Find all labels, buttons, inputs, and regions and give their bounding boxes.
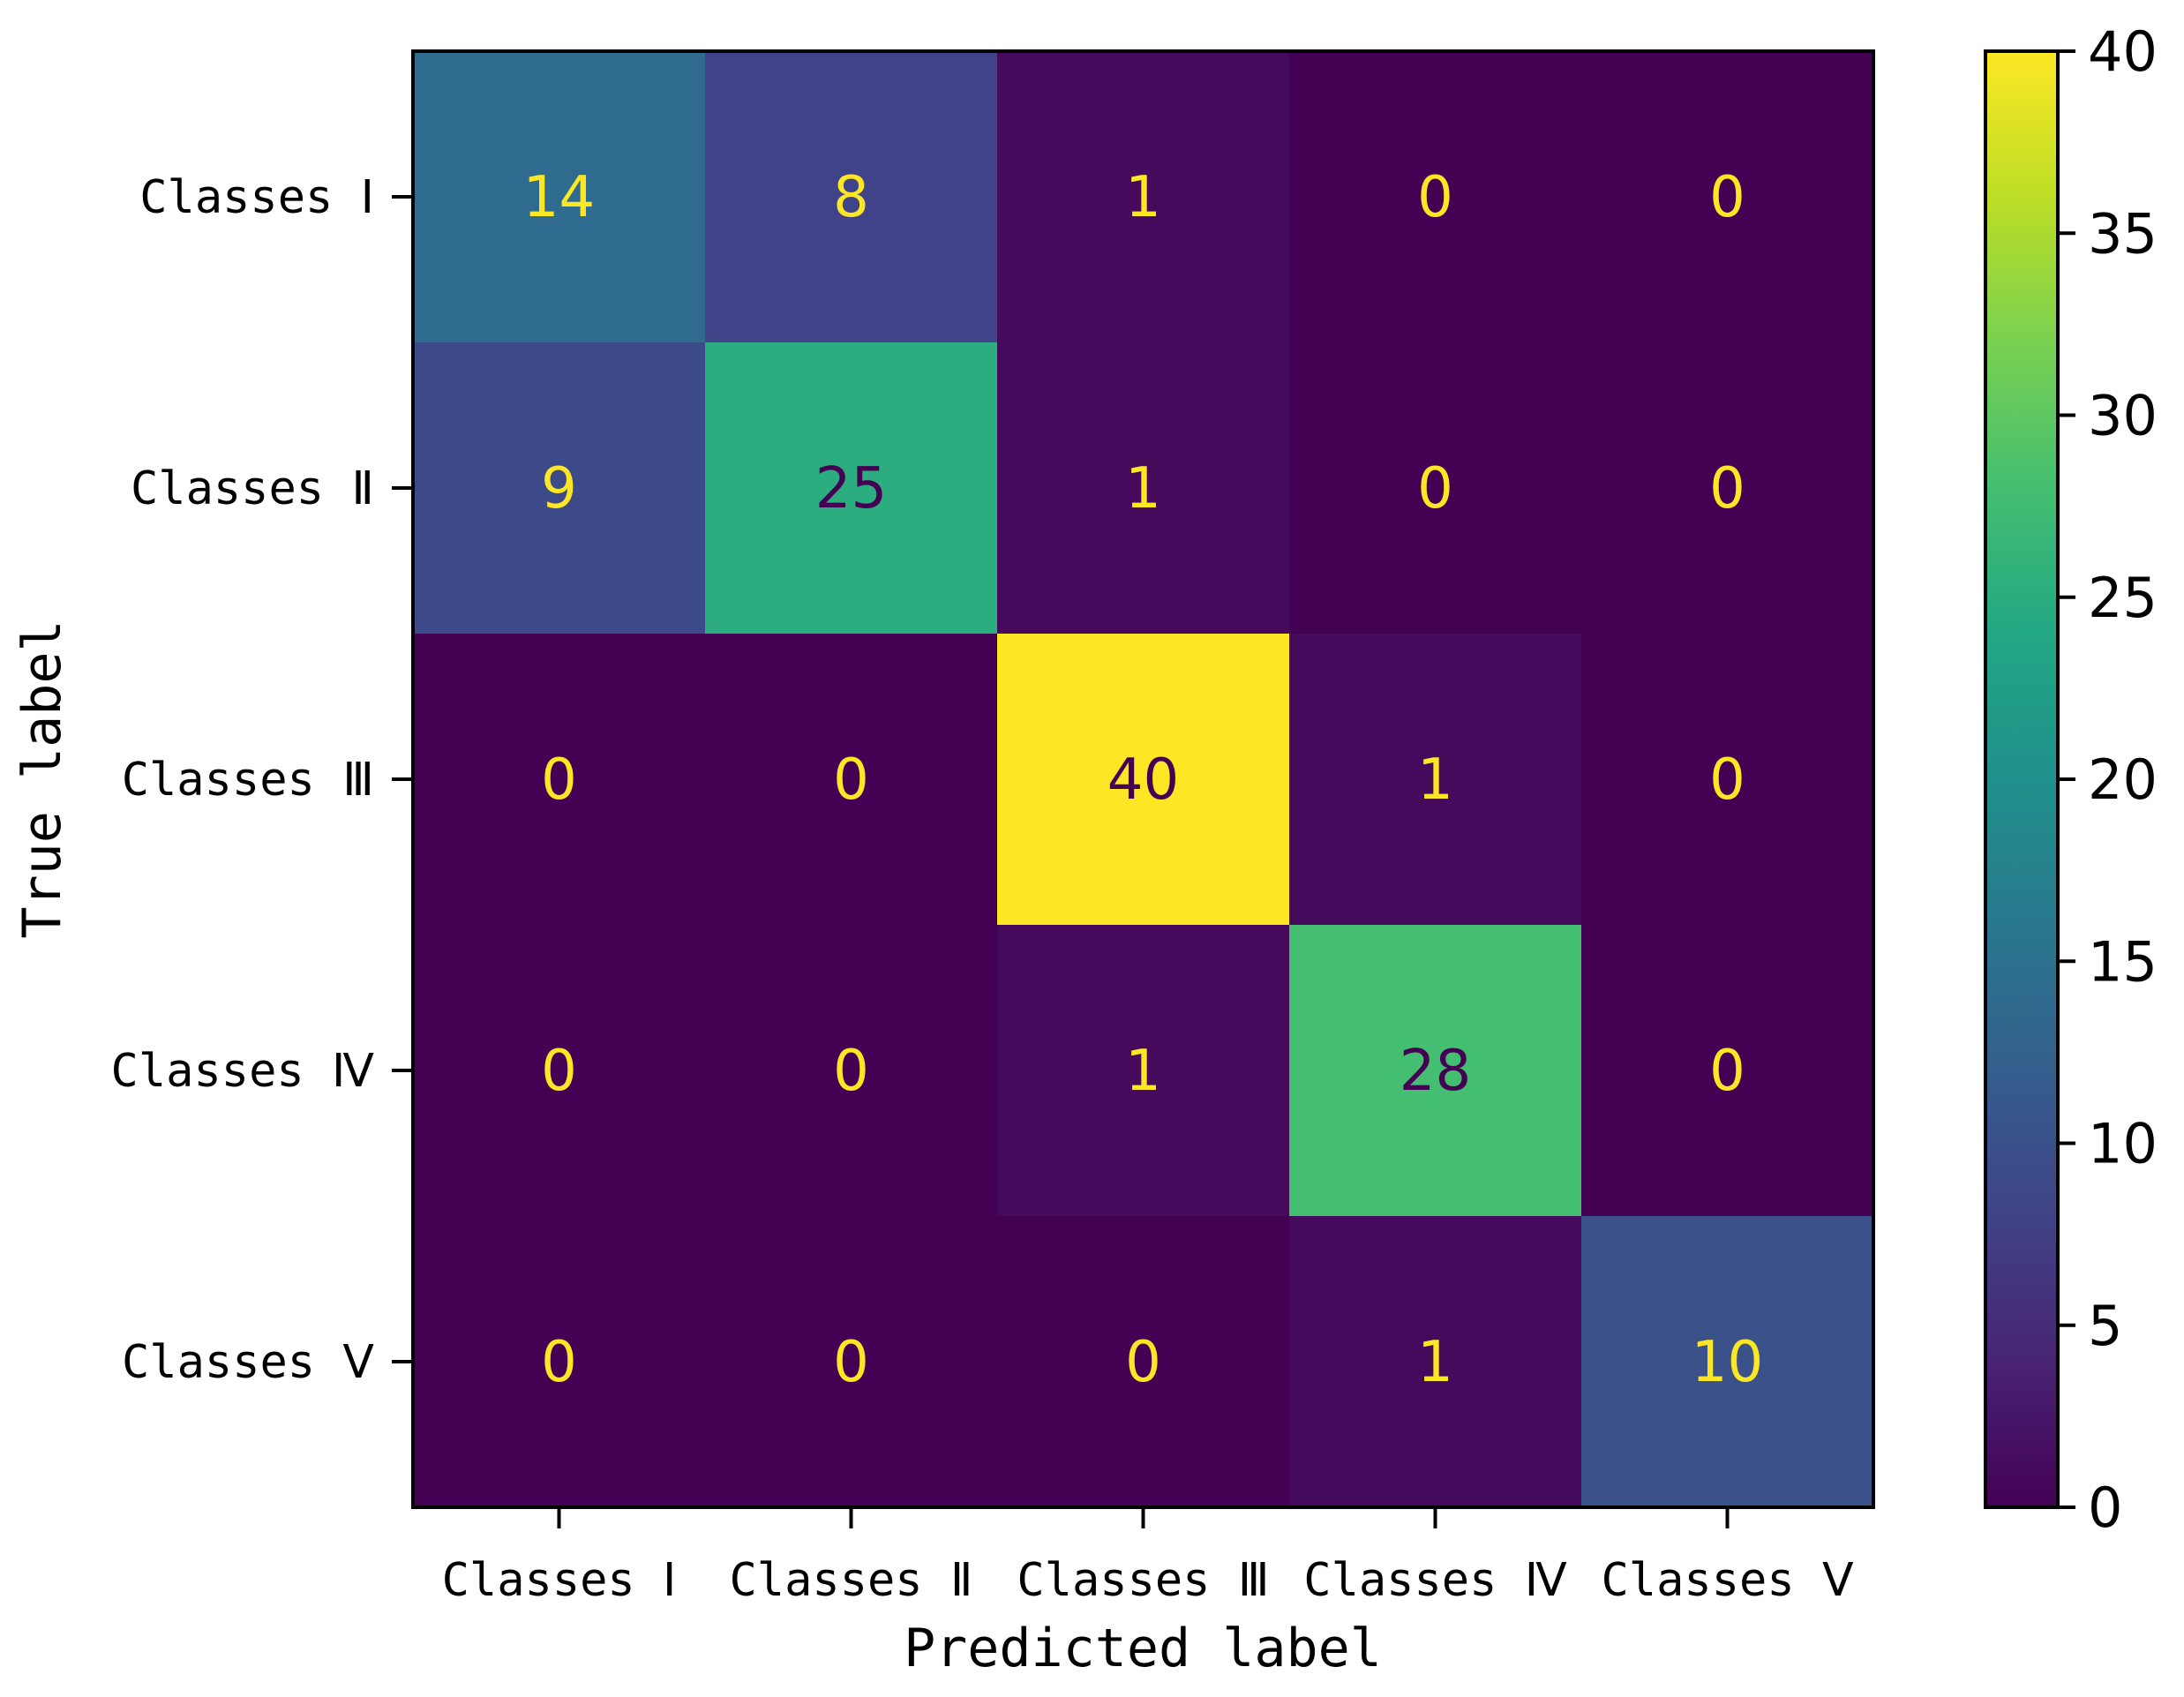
- y-tick-label: Classes Ⅲ: [122, 754, 374, 807]
- heatmap-cell: [1581, 342, 1874, 634]
- x-tick-label: Classes Ⅳ: [1303, 1554, 1566, 1607]
- heatmap-cell: [705, 51, 998, 343]
- y-tick-label: Classes Ⅱ: [131, 462, 374, 515]
- cell-value-label: 0: [1125, 1330, 1161, 1395]
- heatmap-cell: [997, 51, 1290, 343]
- heatmap-cell: [705, 634, 998, 926]
- cell-value-label: 40: [1107, 747, 1179, 813]
- heatmap-cell: [413, 634, 706, 926]
- heatmap-cell: [1289, 1216, 1582, 1508]
- colorbar-tick-label: 10: [2088, 1112, 2158, 1176]
- heatmap-cells: [413, 51, 1874, 1508]
- cell-value-label: 25: [815, 456, 887, 522]
- y-axis: Classes Ⅰ Classes Ⅱ Classes Ⅲ Classes Ⅳ Clas…: [111, 171, 413, 1389]
- heatmap-cell: [1581, 51, 1874, 343]
- heatmap-cell: [997, 1216, 1290, 1508]
- cell-value-label: 14: [523, 165, 595, 230]
- heatmap-cell: [1581, 1216, 1874, 1508]
- heatmap-cell: [1289, 634, 1582, 926]
- cell-value-label: 8: [833, 165, 869, 230]
- y-axis-label: True label: [11, 619, 73, 938]
- cell-value-label: 10: [1692, 1330, 1763, 1395]
- x-tick-label: Classes Ⅴ: [1601, 1554, 1853, 1607]
- colorbar: [1984, 49, 2060, 1509]
- heatmap-cell: [1289, 925, 1582, 1217]
- cell-value-label: 0: [1709, 456, 1745, 522]
- cell-value-label: 0: [1417, 165, 1453, 230]
- cell-value-label: 0: [833, 747, 869, 813]
- colorbar-ticks: 0 5 10 15 20 25 30 35 40: [2058, 19, 2158, 1540]
- y-tick-label: Classes Ⅴ: [122, 1336, 374, 1389]
- cell-value-label: 0: [833, 1330, 869, 1395]
- heatmap-cell: [413, 1216, 706, 1508]
- heatmap-cell: [1289, 51, 1582, 343]
- y-tick-label: Classes Ⅰ: [139, 171, 374, 224]
- cell-value-label: 0: [541, 1039, 577, 1104]
- heatmap-cell: [413, 51, 706, 343]
- heatmap-cell: [705, 925, 998, 1217]
- heatmap-cell: [705, 1216, 998, 1508]
- x-tick-label: Classes Ⅱ: [729, 1554, 972, 1607]
- cell-value-label: 0: [541, 747, 577, 813]
- cell-value-label: 28: [1400, 1039, 1471, 1104]
- colorbar-tick-label: 40: [2088, 19, 2158, 84]
- cell-value-label: 0: [1709, 747, 1745, 813]
- cell-value-label: 1: [1125, 456, 1161, 522]
- cell-value-label: 1: [1417, 1330, 1453, 1395]
- cell-value-label: 1: [1125, 165, 1161, 230]
- heatmap-cell: [413, 925, 706, 1217]
- cell-value-label: 0: [1709, 1039, 1745, 1104]
- heatmap-cell: [1581, 925, 1874, 1217]
- cell-value-label: 0: [541, 1330, 577, 1395]
- heatmap-cell: [413, 342, 706, 634]
- heatmap-cell: [1289, 342, 1582, 634]
- cell-value-labels: 14 8 1 0 09 25 1 0 00 0 40 1 00 0 1 28 00 0 0 1 10: [523, 165, 1763, 1395]
- cell-value-label: 0: [1417, 456, 1453, 522]
- x-axis: Classes Ⅰ Classes Ⅱ Classes Ⅲ Classes Ⅳ Clas…: [442, 1507, 1854, 1607]
- cell-value-label: 0: [1709, 165, 1745, 230]
- y-tick-label: Classes Ⅳ: [111, 1045, 374, 1098]
- colorbar-tick-label: 30: [2088, 384, 2158, 448]
- heatmap-cell: [997, 634, 1290, 926]
- cell-value-label: 9: [541, 456, 577, 522]
- colorbar-tick-label: 35: [2088, 201, 2158, 266]
- colorbar-tick-label: 15: [2088, 929, 2158, 994]
- cell-value-label: 0: [833, 1039, 869, 1104]
- heatmap-cell: [1581, 634, 1874, 926]
- heatmap-cell: [997, 925, 1290, 1217]
- heatmap-cell: [705, 342, 998, 634]
- colorbar-tick-label: 20: [2088, 747, 2158, 812]
- heatmap-cell: [997, 342, 1290, 634]
- colorbar-tick-label: 25: [2088, 566, 2158, 630]
- cell-value-label: 1: [1417, 747, 1453, 813]
- colorbar-tick-label: 5: [2088, 1294, 2122, 1358]
- cell-value-label: 1: [1125, 1039, 1161, 1104]
- x-axis-label: Predicted label: [904, 1618, 1382, 1679]
- colorbar-tick-label: 0: [2088, 1475, 2122, 1540]
- x-tick-label: Classes Ⅰ: [442, 1554, 677, 1607]
- x-tick-label: Classes Ⅲ: [1017, 1554, 1269, 1607]
